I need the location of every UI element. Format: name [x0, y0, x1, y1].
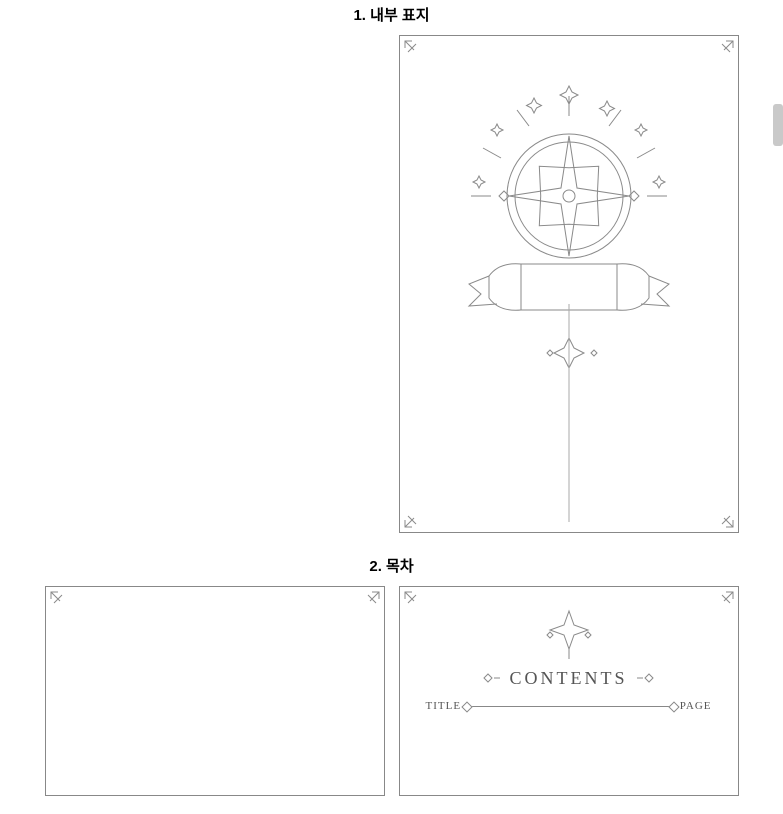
section-2-heading: 2. 목차 [0, 555, 783, 576]
toc-right-panel: CONTENTS TITLE PAGE [399, 586, 739, 796]
contents-heading: CONTENTS [400, 668, 738, 690]
cover-panel [399, 35, 739, 533]
section-1-heading: 1. 내부 표지 [0, 4, 783, 25]
contents-block: CONTENTS TITLE PAGE [400, 605, 738, 712]
contents-heading-text: CONTENTS [510, 668, 628, 688]
title-label: TITLE [426, 700, 462, 712]
corner-ornament-icon [712, 40, 734, 62]
corner-ornament-icon [358, 591, 380, 613]
corner-ornament-icon [50, 591, 72, 613]
page: 1. 내부 표지 [0, 4, 783, 814]
flourish-left-icon [482, 669, 502, 690]
toc-left-panel [45, 586, 385, 796]
corner-ornament-icon [404, 506, 426, 528]
spread-left-blank [45, 35, 385, 533]
row-2: CONTENTS TITLE PAGE [0, 586, 783, 814]
page-label: PAGE [680, 700, 712, 712]
scrollbar-thumb[interactable] [773, 104, 783, 146]
page-fold-line [568, 304, 569, 522]
divider-line [467, 706, 674, 707]
row-1 [0, 35, 783, 551]
corner-ornament-icon [712, 506, 734, 528]
flourish-right-icon [635, 669, 655, 690]
title-page-row: TITLE PAGE [400, 690, 738, 712]
star-icon [539, 605, 599, 665]
corner-ornament-icon [404, 40, 426, 62]
